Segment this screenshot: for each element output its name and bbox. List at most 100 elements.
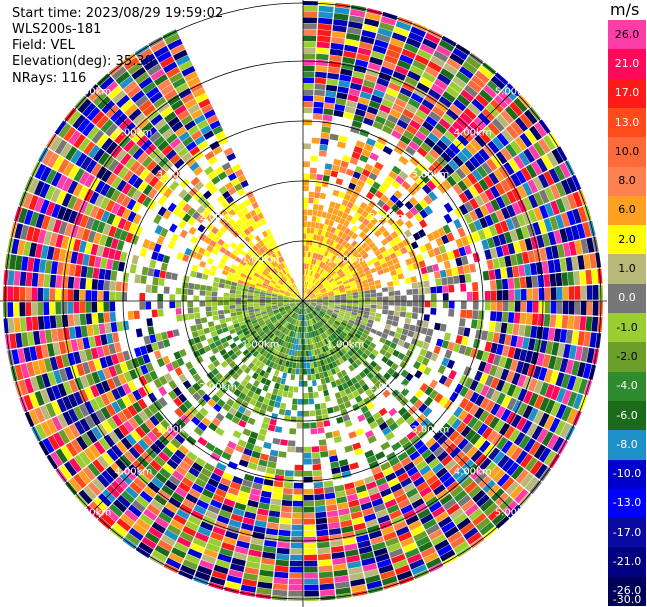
velocity-gate <box>429 441 441 453</box>
velocity-gate <box>379 104 391 114</box>
velocity-gate <box>334 302 341 305</box>
velocity-gate <box>527 250 536 263</box>
range-ring-label: 5.00km <box>495 508 533 519</box>
velocity-gate <box>43 302 50 316</box>
velocity-gate <box>311 311 316 317</box>
velocity-gate <box>280 262 286 269</box>
velocity-gate <box>284 409 292 416</box>
velocity-gate <box>380 570 396 580</box>
velocity-gate <box>156 423 167 435</box>
velocity-gate <box>310 303 316 306</box>
velocity-gate <box>567 391 578 407</box>
velocity-gate <box>449 391 459 403</box>
velocity-gate <box>311 221 316 228</box>
velocity-gate <box>541 431 554 447</box>
velocity-gate <box>433 345 441 355</box>
velocity-gate <box>248 269 255 275</box>
velocity-gate <box>395 20 412 32</box>
velocity-gate <box>284 293 290 297</box>
velocity-gate <box>333 110 344 118</box>
velocity-gate <box>301 314 303 321</box>
velocity-gate <box>455 335 463 345</box>
velocity-gate <box>250 317 257 322</box>
velocity-gate <box>175 308 182 315</box>
velocity-gate <box>43 231 53 246</box>
velocity-gate <box>334 266 341 273</box>
velocity-gate <box>382 60 396 71</box>
velocity-gate <box>542 233 551 247</box>
velocity-gate <box>469 121 482 134</box>
velocity-gate <box>386 451 397 462</box>
velocity-gate <box>349 157 359 166</box>
velocity-gate <box>240 215 248 223</box>
velocity-gate <box>359 371 367 379</box>
velocity-gate <box>245 442 255 451</box>
velocity-gate <box>287 309 293 314</box>
colorbar-swatch <box>608 459 646 490</box>
velocity-gate <box>437 73 452 86</box>
velocity-gate <box>308 332 312 339</box>
velocity-gate <box>311 264 315 271</box>
velocity-gate <box>265 528 279 536</box>
velocity-gate <box>279 290 285 294</box>
velocity-gate <box>396 327 403 334</box>
velocity-gate <box>294 326 298 332</box>
velocity-gate <box>474 195 485 207</box>
velocity-gate <box>338 459 349 467</box>
velocity-gate <box>354 165 364 174</box>
velocity-gate <box>335 352 341 359</box>
velocity-gate <box>413 424 424 435</box>
velocity-gate <box>165 362 174 372</box>
velocity-gate <box>486 80 502 94</box>
velocity-gate <box>171 121 184 133</box>
velocity-gate <box>23 347 32 362</box>
velocity-gate <box>319 334 324 341</box>
velocity-gate <box>212 526 226 536</box>
velocity-gate <box>121 490 135 504</box>
velocity-gate <box>492 258 500 269</box>
velocity-gate <box>73 454 87 469</box>
velocity-gate <box>330 368 337 375</box>
velocity-gate <box>33 258 41 273</box>
velocity-gate <box>500 179 511 193</box>
velocity-gate <box>524 263 532 276</box>
velocity-gate <box>229 297 236 301</box>
velocity-gate <box>17 240 26 256</box>
velocity-gate <box>322 325 328 331</box>
velocity-gate <box>511 202 522 215</box>
velocity-gate <box>258 240 265 247</box>
velocity-gate <box>494 222 504 235</box>
velocity-gate <box>217 553 232 563</box>
velocity-gate <box>582 363 592 379</box>
velocity-gate <box>199 301 206 307</box>
velocity-gate <box>314 324 318 330</box>
velocity-gate <box>335 587 351 595</box>
velocity-gate <box>495 246 504 258</box>
velocity-gate <box>199 334 207 342</box>
velocity-gate <box>348 15 364 24</box>
velocity-gate <box>303 309 305 315</box>
velocity-gate <box>256 346 263 353</box>
velocity-gate <box>230 285 237 290</box>
velocity-gate <box>309 305 315 309</box>
velocity-gate <box>340 225 347 233</box>
velocity-gate <box>358 291 365 295</box>
velocity-gate <box>563 344 571 359</box>
velocity-gate <box>259 305 266 309</box>
velocity-gate <box>128 504 142 518</box>
velocity-gate <box>212 125 224 135</box>
velocity-gate <box>136 135 149 147</box>
velocity-gate <box>234 169 244 178</box>
velocity-gate <box>335 301 341 303</box>
velocity-gate <box>308 197 314 204</box>
velocity-gate <box>323 281 330 287</box>
velocity-gate <box>233 205 241 214</box>
velocity-gate <box>364 297 371 301</box>
velocity-gate <box>320 242 326 249</box>
velocity-gate <box>205 442 216 452</box>
velocity-gate <box>413 361 421 370</box>
velocity-gate <box>374 279 381 285</box>
velocity-gate <box>395 209 405 218</box>
velocity-gate <box>30 376 40 392</box>
velocity-gate <box>508 158 520 173</box>
